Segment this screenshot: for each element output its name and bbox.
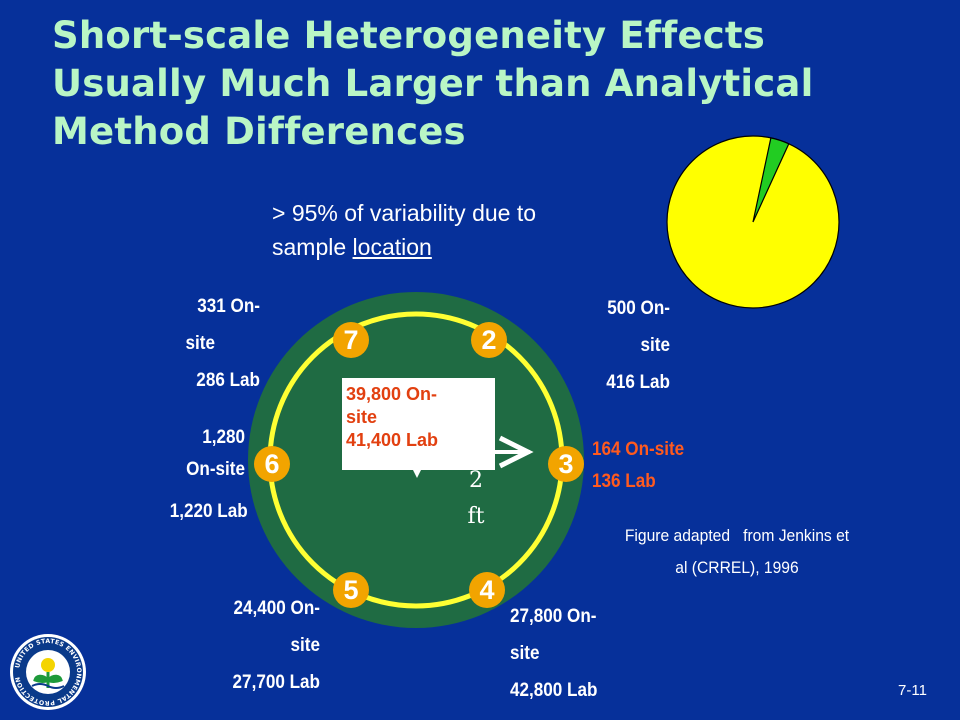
title-line-2: Usually Much Larger than Analytical	[52, 62, 814, 105]
sample-7-label: 331 On- site 286 Lab	[161, 288, 260, 399]
title-line-1: Short-scale Heterogeneity Effects	[52, 14, 765, 57]
sample-4-lab: 42,800 Lab	[510, 680, 598, 701]
variability-line-2-text: sample	[272, 234, 353, 260]
ring-marker-5: 5	[333, 572, 369, 608]
arrowhead-icon	[498, 435, 534, 469]
title-line-3: Method Differences	[52, 110, 466, 153]
center-lab-value: 41,400 Lab	[346, 430, 439, 450]
center-onsite-value: 39,800 On-	[346, 384, 438, 404]
sample-2-lab: 416 Lab	[606, 372, 670, 393]
sample-4-onsite-suffix: site	[510, 643, 540, 664]
sample-3-lab: 136 Lab	[592, 471, 656, 492]
sample-3-label: 164 On-site 136 Lab	[592, 434, 684, 498]
variability-line-1: > 95% of variability due to	[272, 200, 537, 226]
ring-marker-7: 7	[333, 322, 369, 358]
ring-marker-4: 4	[469, 572, 505, 608]
center-onsite-suffix: site	[346, 407, 378, 427]
center-sample-box: 39,800 On- site 41,400 Lab	[342, 378, 495, 470]
sample-3-onsite: 164 On-site	[592, 439, 685, 460]
sample-6-label: 1,280 On-site 1,220 Lab	[142, 422, 248, 528]
ring-marker-3: 3	[548, 446, 584, 482]
slide-title: Short-scale Heterogeneity Effects Usuall…	[52, 12, 932, 156]
variability-statement: > 95% of variability due to sample locat…	[272, 196, 652, 264]
sample-4-label: 27,800 On- site 42,800 Lab	[510, 598, 597, 709]
variability-line-2: sample location	[272, 230, 652, 264]
sample-5-label: 24,400 On- site 27,700 Lab	[203, 590, 320, 701]
variability-pie-chart	[666, 135, 840, 309]
sample-5-onsite: 24,400 On-	[233, 598, 320, 619]
sample-7-onsite: 331 On-	[197, 296, 260, 317]
figure-credit: Figure adapted from Jenkins et al (CRREL…	[604, 520, 871, 584]
sample-4-onsite: 27,800 On-	[510, 606, 597, 627]
sample-2-onsite-suffix: site	[640, 335, 670, 356]
sample-5-lab: 27,700 Lab	[232, 672, 320, 693]
sample-7-lab: 286 Lab	[196, 370, 260, 391]
pie-slice-other	[752, 137, 790, 223]
credit-line-1: Figure adapted from Jenkins et	[624, 526, 850, 545]
distance-value: 2	[469, 468, 483, 493]
credit-line-2: al (CRREL), 1996	[675, 558, 799, 577]
sample-2-onsite: 500 On-	[607, 298, 670, 319]
location-underlined: location	[352, 234, 432, 260]
sample-5-onsite-suffix: site	[290, 635, 320, 656]
logo-water-icon	[31, 683, 65, 689]
logo-sun-icon	[41, 658, 55, 672]
sample-7-onsite-suffix: site	[185, 333, 215, 354]
sample-2-label: 500 On- site 416 Lab	[571, 290, 670, 401]
sample-6-onsite-value: 1,280	[202, 427, 245, 448]
sample-6-lab: 1,220 Lab	[169, 501, 248, 522]
epa-logo: UNITED STATES ENVIRONMENTAL PROTECTION A…	[8, 632, 86, 710]
sample-6-onsite-suffix: On-site	[186, 459, 245, 480]
slide-number: 7-11	[898, 682, 927, 699]
distance-unit: ft	[467, 504, 485, 529]
ring-marker-6: 6	[254, 446, 290, 482]
ring-marker-2: 2	[471, 322, 507, 358]
